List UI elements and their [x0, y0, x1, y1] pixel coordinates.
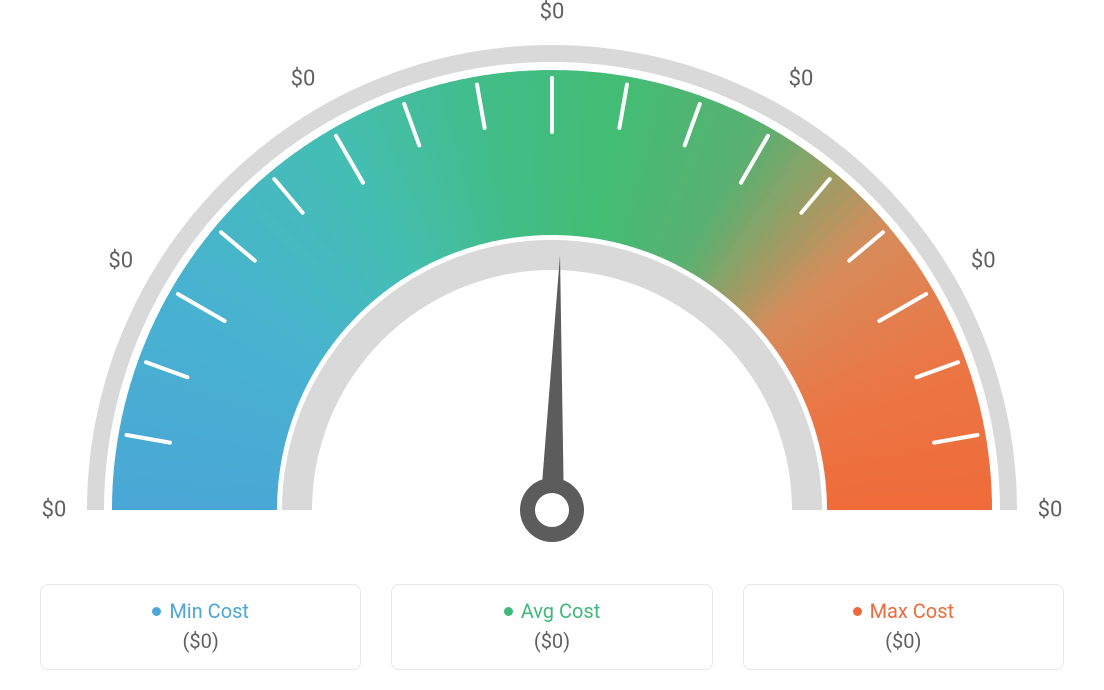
- legend-label-max: Max Cost: [870, 599, 955, 623]
- legend-dot-max: [853, 607, 862, 616]
- gauge-tick-label: $0: [789, 66, 814, 91]
- legend-card-avg: Avg Cost ($0): [391, 584, 712, 670]
- gauge: $0 $0 $0 $0 $0 $0 $0: [0, 0, 1104, 560]
- gauge-tick-label: $0: [42, 498, 67, 523]
- legend-value-min: ($0): [41, 629, 360, 653]
- legend-row: Min Cost ($0) Avg Cost ($0) Max Cost ($0…: [40, 584, 1064, 670]
- legend-value-max: ($0): [744, 629, 1063, 653]
- legend-title-min: Min Cost: [152, 599, 249, 623]
- legend-label-min: Min Cost: [169, 599, 249, 623]
- legend-card-max: Max Cost ($0): [743, 584, 1064, 670]
- gauge-tick-label: $0: [1038, 498, 1063, 523]
- legend-dot-avg: [504, 607, 513, 616]
- legend-value-avg: ($0): [392, 629, 711, 653]
- legend-dot-min: [152, 607, 161, 616]
- legend-title-max: Max Cost: [853, 599, 955, 623]
- gauge-chart-container: $0 $0 $0 $0 $0 $0 $0 Min Cost ($0) Avg Cost ($…: [0, 0, 1104, 690]
- gauge-tick-label: $0: [971, 249, 996, 274]
- gauge-tick-label: $0: [540, 0, 565, 25]
- legend-card-min: Min Cost ($0): [40, 584, 361, 670]
- gauge-tick-label: $0: [291, 66, 316, 91]
- legend-label-avg: Avg Cost: [521, 599, 601, 623]
- legend-title-avg: Avg Cost: [504, 599, 601, 623]
- gauge-tick-label: $0: [108, 249, 133, 274]
